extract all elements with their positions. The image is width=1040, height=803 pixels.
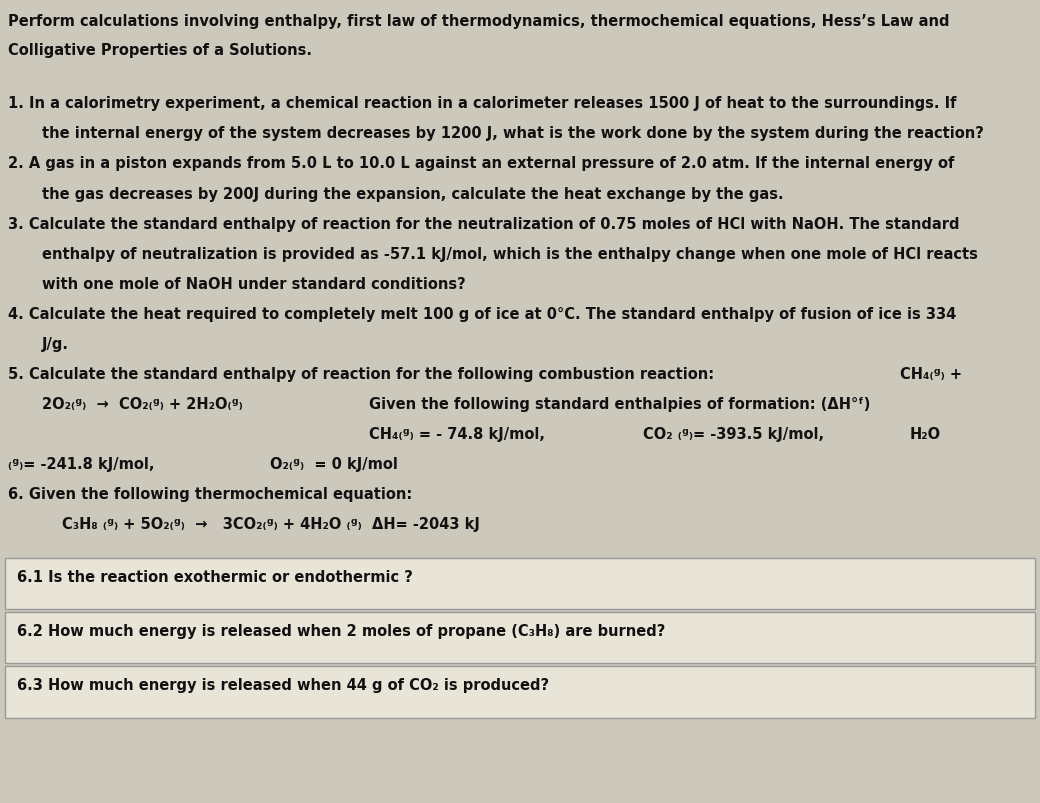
Text: 5. Calculate the standard enthalpy of reaction for the following combustion reac: 5. Calculate the standard enthalpy of re…: [8, 366, 714, 381]
FancyBboxPatch shape: [5, 666, 1035, 718]
Text: CH₄₍ᵍ₎ +: CH₄₍ᵍ₎ +: [900, 366, 962, 381]
Text: 3. Calculate the standard enthalpy of reaction for the neutralization of 0.75 mo: 3. Calculate the standard enthalpy of re…: [8, 216, 960, 231]
Text: 1. In a calorimetry experiment, a chemical reaction in a calorimeter releases 15: 1. In a calorimetry experiment, a chemic…: [8, 96, 957, 112]
Text: 2. A gas in a piston expands from 5.0 L to 10.0 L against an external pressure o: 2. A gas in a piston expands from 5.0 L …: [8, 157, 955, 171]
Text: O₂₍ᵍ₎  = 0 kJ/mol: O₂₍ᵍ₎ = 0 kJ/mol: [270, 456, 398, 471]
Text: CH₄₍ᵍ₎ = - 74.8 kJ/mol,: CH₄₍ᵍ₎ = - 74.8 kJ/mol,: [369, 426, 545, 441]
FancyBboxPatch shape: [5, 558, 1035, 609]
Text: CO₂ ₍ᵍ₎= -393.5 kJ/mol,: CO₂ ₍ᵍ₎= -393.5 kJ/mol,: [643, 426, 824, 441]
Text: J/g.: J/g.: [42, 336, 69, 351]
Text: C₃H₈ ₍ᵍ₎ + 5O₂₍ᵍ₎  →   3CO₂₍ᵍ₎ + 4H₂O ₍ᵍ₎  ΔH= -2043 kJ: C₃H₈ ₍ᵍ₎ + 5O₂₍ᵍ₎ → 3CO₂₍ᵍ₎ + 4H₂O ₍ᵍ₎ Δ…: [62, 516, 480, 531]
Text: the internal energy of the system decreases by 1200 J, what is the work done by : the internal energy of the system decrea…: [42, 126, 984, 141]
Text: 6.3 How much energy is released when 44 g of CO₂ is produced?: 6.3 How much energy is released when 44 …: [17, 677, 549, 692]
Text: Colligative Properties of a Solutions.: Colligative Properties of a Solutions.: [8, 43, 312, 58]
Text: 6.2 How much energy is released when 2 moles of propane (C₃H₈) are burned?: 6.2 How much energy is released when 2 m…: [17, 623, 665, 638]
Text: 4. Calculate the heat required to completely melt 100 g of ice at 0°C. The stand: 4. Calculate the heat required to comple…: [8, 306, 957, 321]
Text: Perform calculations involving enthalpy, first law of thermodynamics, thermochem: Perform calculations involving enthalpy,…: [8, 14, 950, 29]
Text: the gas decreases by 200J during the expansion, calculate the heat exchange by t: the gas decreases by 200J during the exp…: [42, 186, 783, 202]
Text: H₂O: H₂O: [910, 426, 941, 441]
Text: enthalpy of neutralization is provided as -57.1 kJ/mol, which is the enthalpy ch: enthalpy of neutralization is provided a…: [42, 247, 978, 261]
Text: 6. Given the following thermochemical equation:: 6. Given the following thermochemical eq…: [8, 486, 413, 501]
FancyBboxPatch shape: [5, 612, 1035, 663]
Text: Given the following standard enthalpies of formation: (ΔH°ᶠ): Given the following standard enthalpies …: [369, 396, 870, 411]
Text: 2O₂₍ᵍ₎  →  CO₂₍ᵍ₎ + 2H₂O₍ᵍ₎: 2O₂₍ᵍ₎ → CO₂₍ᵍ₎ + 2H₂O₍ᵍ₎: [42, 396, 242, 411]
Text: ₍ᵍ₎= -241.8 kJ/mol,: ₍ᵍ₎= -241.8 kJ/mol,: [8, 456, 155, 471]
Text: 6.1 Is the reaction exothermic or endothermic ?: 6.1 Is the reaction exothermic or endoth…: [17, 569, 413, 585]
Text: with one mole of NaOH under standard conditions?: with one mole of NaOH under standard con…: [42, 276, 465, 291]
